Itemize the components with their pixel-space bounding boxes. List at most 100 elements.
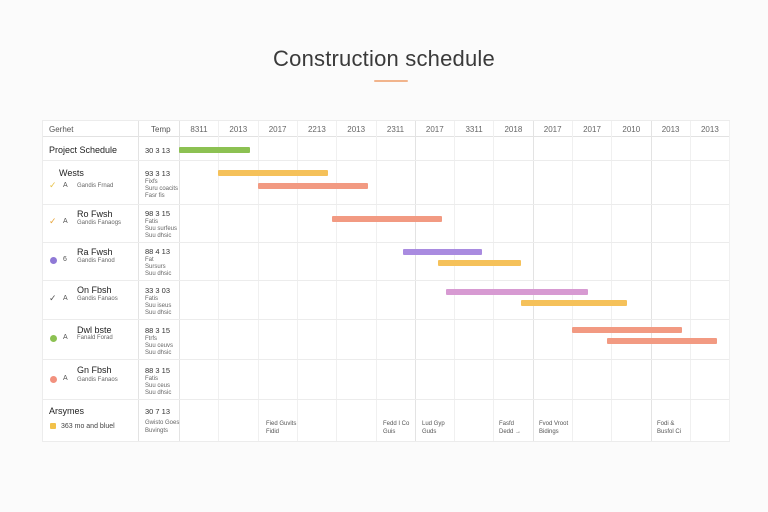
phase-tsub: Fasr fis bbox=[145, 193, 165, 199]
grid-line bbox=[729, 121, 731, 441]
phase-mini-marker: A bbox=[63, 375, 68, 382]
row-divider bbox=[43, 280, 729, 281]
row-divider bbox=[43, 242, 729, 243]
gantt-bar[interactable] bbox=[257, 183, 368, 189]
phase-tsub: Sursurs bbox=[145, 264, 166, 270]
phase-time: 33 3 03 bbox=[145, 286, 171, 295]
footer-note: Fvod Vroot Bidings bbox=[539, 421, 569, 435]
phase-sub: Fanald Forad bbox=[77, 335, 113, 341]
footer-tsub: Buvingts bbox=[145, 428, 169, 434]
phase-time: 88 3 15 bbox=[145, 366, 171, 375]
column-header-date[interactable]: 2013 bbox=[661, 125, 680, 134]
phase-time: 88 4 13 bbox=[145, 247, 171, 256]
circle-icon bbox=[50, 335, 57, 342]
phase-name[interactable]: Ra Fwsh bbox=[77, 247, 113, 257]
phase-mini-marker: A bbox=[63, 295, 68, 302]
grid-line bbox=[336, 121, 338, 441]
check-icon: ✓ bbox=[49, 180, 57, 190]
phase-tsub: Suu dhsic bbox=[145, 271, 172, 277]
phase-mini-marker: A bbox=[63, 334, 68, 341]
footer-note: Fodi & Busfol Ci bbox=[657, 421, 682, 435]
phase-name[interactable]: Wests bbox=[59, 168, 84, 178]
column-header-date[interactable]: 2010 bbox=[622, 125, 641, 134]
footer-note: Fied Guvits Fidid bbox=[266, 421, 297, 435]
grid-line bbox=[493, 121, 495, 441]
phase-tsub: Suu dhsic bbox=[145, 310, 172, 316]
phase-tsub: Fatis bbox=[145, 376, 159, 382]
phase-tsub: Fatis bbox=[145, 219, 159, 225]
footer-note: Lud Gyp Guds bbox=[422, 421, 445, 435]
gantt-bar[interactable] bbox=[572, 327, 683, 333]
gantt-bar[interactable] bbox=[403, 249, 482, 255]
column-header-name[interactable]: Gerhet bbox=[49, 125, 74, 134]
column-header-date[interactable]: 2017 bbox=[543, 125, 562, 134]
column-header-date[interactable]: 2213 bbox=[307, 125, 326, 134]
row-divider bbox=[43, 204, 729, 205]
grid-line bbox=[257, 121, 259, 441]
phase-tsub: Fat bbox=[145, 257, 154, 263]
column-header-date[interactable]: 2017 bbox=[268, 125, 287, 134]
column-header-date[interactable]: 2017 bbox=[425, 125, 444, 134]
header-divider bbox=[43, 136, 729, 137]
schedule-table: Gerhet Temp 8311 2013 2017 2213 2013 2311 2017… bbox=[42, 120, 731, 442]
row-divider bbox=[43, 399, 729, 400]
column-header-date[interactable]: 2311 bbox=[386, 125, 405, 134]
footer-time: 30 7 13 bbox=[145, 407, 171, 416]
check-icon: ✓ bbox=[49, 216, 57, 226]
column-header-time[interactable]: Temp bbox=[151, 125, 171, 134]
grid-line bbox=[218, 121, 220, 441]
grid-line bbox=[454, 121, 456, 441]
footer-note: Fasfd Dedd → bbox=[499, 421, 522, 435]
phase-name[interactable]: On Fbsh bbox=[77, 285, 112, 295]
grid-line bbox=[572, 121, 573, 441]
footer-label[interactable]: Arsymes bbox=[49, 406, 85, 416]
phase-tsub: Suu dhsic bbox=[145, 233, 172, 239]
row-divider bbox=[43, 160, 729, 161]
phase-tsub: Suu dhsic bbox=[145, 390, 172, 396]
column-header-date[interactable]: 2013 bbox=[700, 125, 719, 134]
grid-line bbox=[179, 121, 180, 441]
phase-name[interactable]: Gn Fbsh bbox=[77, 365, 112, 375]
phase-name[interactable]: Ro Fwsh bbox=[77, 209, 113, 219]
phase-time: 98 3 15 bbox=[145, 209, 171, 218]
column-header-date[interactable]: 2018 bbox=[504, 125, 523, 134]
legend-text: 363 mo and bluel bbox=[61, 423, 115, 430]
phase-tsub: Ftrfs bbox=[145, 336, 157, 342]
gantt-bar[interactable] bbox=[607, 338, 718, 344]
row-divider bbox=[43, 359, 729, 360]
column-header-date[interactable]: 8311 bbox=[190, 125, 208, 134]
circle-icon bbox=[50, 376, 57, 383]
grid-line bbox=[532, 121, 534, 441]
phase-sub: Gandis Fanaogs bbox=[77, 220, 122, 226]
project-label[interactable]: Project Schedule bbox=[49, 145, 118, 155]
column-header-date[interactable]: 3311 bbox=[465, 125, 483, 134]
row-divider bbox=[43, 319, 729, 320]
phase-tsub: Suu iseus bbox=[145, 303, 172, 309]
check-icon: ✓ bbox=[49, 293, 57, 303]
grid-line bbox=[611, 121, 613, 441]
footer-note: Fedd I Co Guis bbox=[383, 421, 410, 435]
phase-sub: Gandis Fanaos bbox=[77, 296, 118, 302]
page-title: Construction schedule bbox=[273, 46, 495, 71]
column-header-date[interactable]: 2013 bbox=[347, 125, 366, 134]
gantt-bar[interactable] bbox=[179, 147, 250, 153]
gantt-bar[interactable] bbox=[332, 216, 443, 222]
grid-line bbox=[650, 121, 652, 441]
gantt-bar[interactable] bbox=[438, 260, 521, 266]
phase-tsub: Suu ceuvs bbox=[145, 343, 174, 349]
grid-line bbox=[375, 121, 377, 441]
phase-tsub: Suu dhsic bbox=[145, 350, 172, 356]
column-header-date[interactable]: 2013 bbox=[229, 125, 248, 134]
phase-sub: Gandis Frnad bbox=[77, 183, 114, 189]
phase-sub: Gandis Fanod bbox=[77, 258, 115, 264]
gantt-bar[interactable] bbox=[446, 289, 588, 295]
phase-mini-marker: A bbox=[63, 182, 68, 189]
column-header-date[interactable]: 2017 bbox=[583, 125, 601, 134]
gantt-bar[interactable] bbox=[218, 170, 329, 176]
phase-name[interactable]: Dwl bste bbox=[77, 325, 112, 335]
gantt-bar[interactable] bbox=[520, 300, 628, 306]
phase-time: 88 3 15 bbox=[145, 326, 171, 335]
phase-time: 93 3 13 bbox=[145, 169, 171, 178]
phase-sub: Gandis Fanaos bbox=[77, 377, 118, 383]
phase-mini-marker: A bbox=[63, 218, 68, 225]
